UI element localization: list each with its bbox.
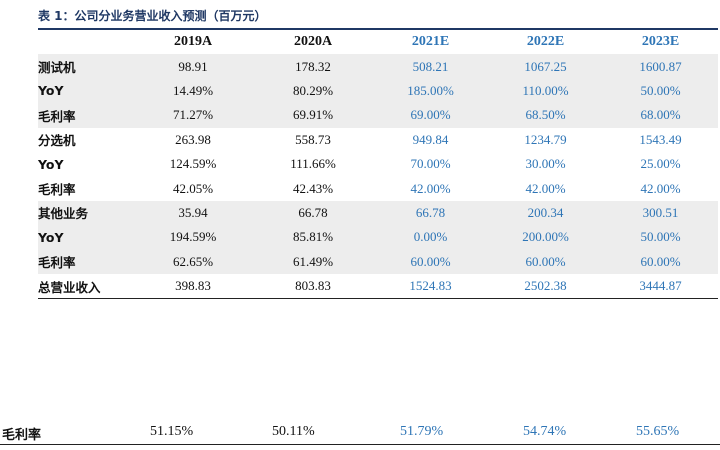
row-label: 毛利率 (38, 249, 133, 274)
table-cell: 200.34 (488, 200, 603, 226)
table-cell: 80.29% (253, 78, 373, 104)
row-label: 毛利率 (2, 428, 42, 443)
table-cell: 2502.38 (488, 273, 603, 300)
table-cell: 42.43% (292, 180, 334, 196)
table-cell: 30.00% (525, 156, 566, 172)
table-cell: 398.83 (133, 273, 253, 300)
header-cell (38, 30, 133, 54)
table-cell: 300.51 (603, 200, 718, 226)
table-cell: 1600.87 (603, 54, 718, 79)
row-label: YoY (38, 225, 133, 250)
header-cell: 2019A (173, 34, 213, 50)
table-cell: 61.49% (253, 249, 373, 274)
table-cell: 1524.83 (373, 273, 488, 300)
table-cell: 51.15% (150, 424, 194, 439)
table-caption: 表 1：公司分业务营业收入预测（百万元） (38, 9, 267, 23)
table-row: YoY 14.49% 80.29% 185.00% 110.00% 50.00% (38, 78, 718, 104)
header-cell: 2021E (411, 34, 450, 50)
table-cell: 55.65% (636, 424, 680, 439)
table-cell: 200.00% (488, 225, 603, 250)
table-row: 测试机 98.91 178.32 508.21 1067.25 1600.87 (38, 54, 718, 79)
row-label: YoY (38, 156, 64, 172)
table-cell: 54.74% (523, 424, 567, 439)
table-cell: 69.91% (253, 103, 373, 128)
row-label: 测试机 (38, 54, 133, 79)
table-cell: 110.00% (488, 78, 603, 104)
table-cell: 50.00% (603, 225, 718, 250)
table-cell: 68.00% (603, 103, 718, 128)
table-cell: 25.00% (640, 156, 681, 172)
table-cell: 60.00% (488, 249, 603, 274)
table-row-total: 总营业收入 398.83 803.83 1524.83 2502.38 3444… (38, 273, 718, 300)
caption-rule (38, 28, 718, 30)
table-cell: 68.50% (488, 103, 603, 128)
table-cell: 14.49% (133, 78, 253, 104)
table-cell: 60.00% (603, 249, 718, 274)
table-cell: 124.59% (169, 156, 217, 172)
table-cell: 558.73 (295, 131, 331, 147)
table-row: 其他业务 35.94 66.78 66.78 200.34 300.51 (38, 200, 718, 226)
table-cell: 803.83 (253, 273, 373, 300)
overall-margin-row: 毛利率 51.15% 50.11% 51.79% 54.74% 55.65% (0, 420, 720, 445)
table-row: 分选机 263.98 558.73 949.84 1234.79 1543.49 (38, 128, 718, 152)
row-label: 分选机 (38, 133, 76, 149)
table-cell: 42.05% (172, 180, 214, 196)
table-cell: 42.00% (525, 180, 566, 196)
table-row: 毛利率 62.65% 61.49% 60.00% 60.00% 60.00% (38, 249, 718, 274)
table-cell: 42.00% (640, 180, 681, 196)
table-cell: 178.32 (253, 54, 373, 79)
table-cell: 60.00% (373, 249, 488, 274)
table-cell: 71.27% (133, 103, 253, 128)
revenue-forecast-table: 2019A 2020A 2021E 2022E 2023E 测试机 98.91 … (38, 30, 718, 300)
table-cell: 1234.79 (524, 131, 567, 147)
table-cell: 35.94 (133, 200, 253, 226)
table-cell: 1543.49 (639, 131, 682, 147)
table-cell: 50.00% (603, 78, 718, 104)
table-cell: 42.00% (410, 180, 451, 196)
row-label: 其他业务 (38, 200, 133, 226)
table-cell: 98.91 (133, 54, 253, 79)
table-cell: 70.00% (410, 156, 451, 172)
table-cell: 66.78 (253, 200, 373, 226)
table-cell: 62.65% (133, 249, 253, 274)
table-cell: 69.00% (373, 103, 488, 128)
header-cell: 2023E (641, 34, 680, 50)
table-row: YoY 124.59% 111.66% 70.00% 30.00% 25.00% (38, 152, 718, 176)
table-row: YoY 194.59% 85.81% 0.00% 200.00% 50.00% (38, 225, 718, 250)
row-label: YoY (38, 78, 133, 104)
header-cell: 2020A (293, 34, 333, 50)
table-cell: 1067.25 (488, 54, 603, 79)
table-cell: 185.00% (373, 78, 488, 104)
table-cell: 263.98 (175, 131, 211, 147)
row-label: 总营业收入 (38, 273, 133, 300)
table-cell: 50.11% (272, 424, 315, 439)
table-row: 毛利率 42.05% 42.43% 42.00% 42.00% 42.00% (38, 176, 718, 200)
table-cell: 194.59% (133, 225, 253, 250)
table-cell: 85.81% (253, 225, 373, 250)
table-row: 毛利率 71.27% 69.91% 69.00% 68.50% 68.00% (38, 103, 718, 128)
table-cell: 949.84 (412, 131, 449, 147)
table-cell: 508.21 (373, 54, 488, 79)
row-label: 毛利率 (38, 103, 133, 128)
table-cell: 0.00% (373, 225, 488, 250)
table-cell: 3444.87 (603, 273, 718, 300)
table-cell: 51.79% (400, 424, 444, 439)
row-label: 毛利率 (38, 182, 76, 198)
header-row: 2019A 2020A 2021E 2022E 2023E (38, 30, 718, 54)
header-cell: 2022E (526, 34, 565, 50)
table-cell: 111.66% (290, 156, 336, 172)
table-cell: 66.78 (373, 200, 488, 226)
